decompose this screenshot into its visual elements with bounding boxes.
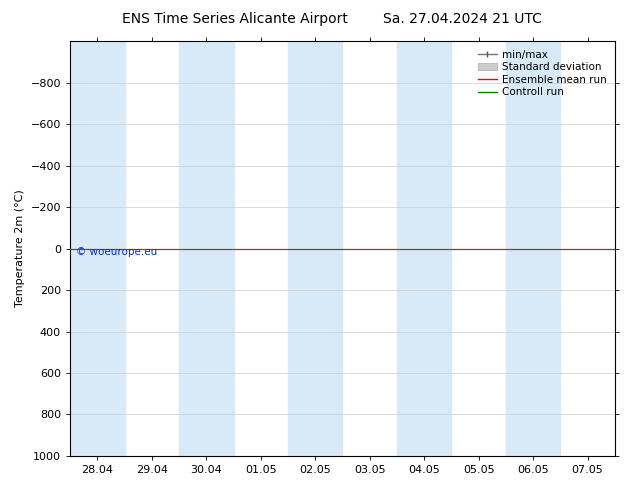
Y-axis label: Temperature 2m (°C): Temperature 2m (°C) <box>15 190 25 307</box>
Bar <box>397 41 451 456</box>
Text: © woeurope.eu: © woeurope.eu <box>75 246 157 257</box>
Legend: min/max, Standard deviation, Ensemble mean run, Controll run: min/max, Standard deviation, Ensemble me… <box>475 47 610 100</box>
Bar <box>506 41 560 456</box>
Text: Sa. 27.04.2024 21 UTC: Sa. 27.04.2024 21 UTC <box>384 12 542 26</box>
Bar <box>179 41 233 456</box>
Bar <box>288 41 342 456</box>
Text: ENS Time Series Alicante Airport: ENS Time Series Alicante Airport <box>122 12 347 26</box>
Bar <box>70 41 124 456</box>
